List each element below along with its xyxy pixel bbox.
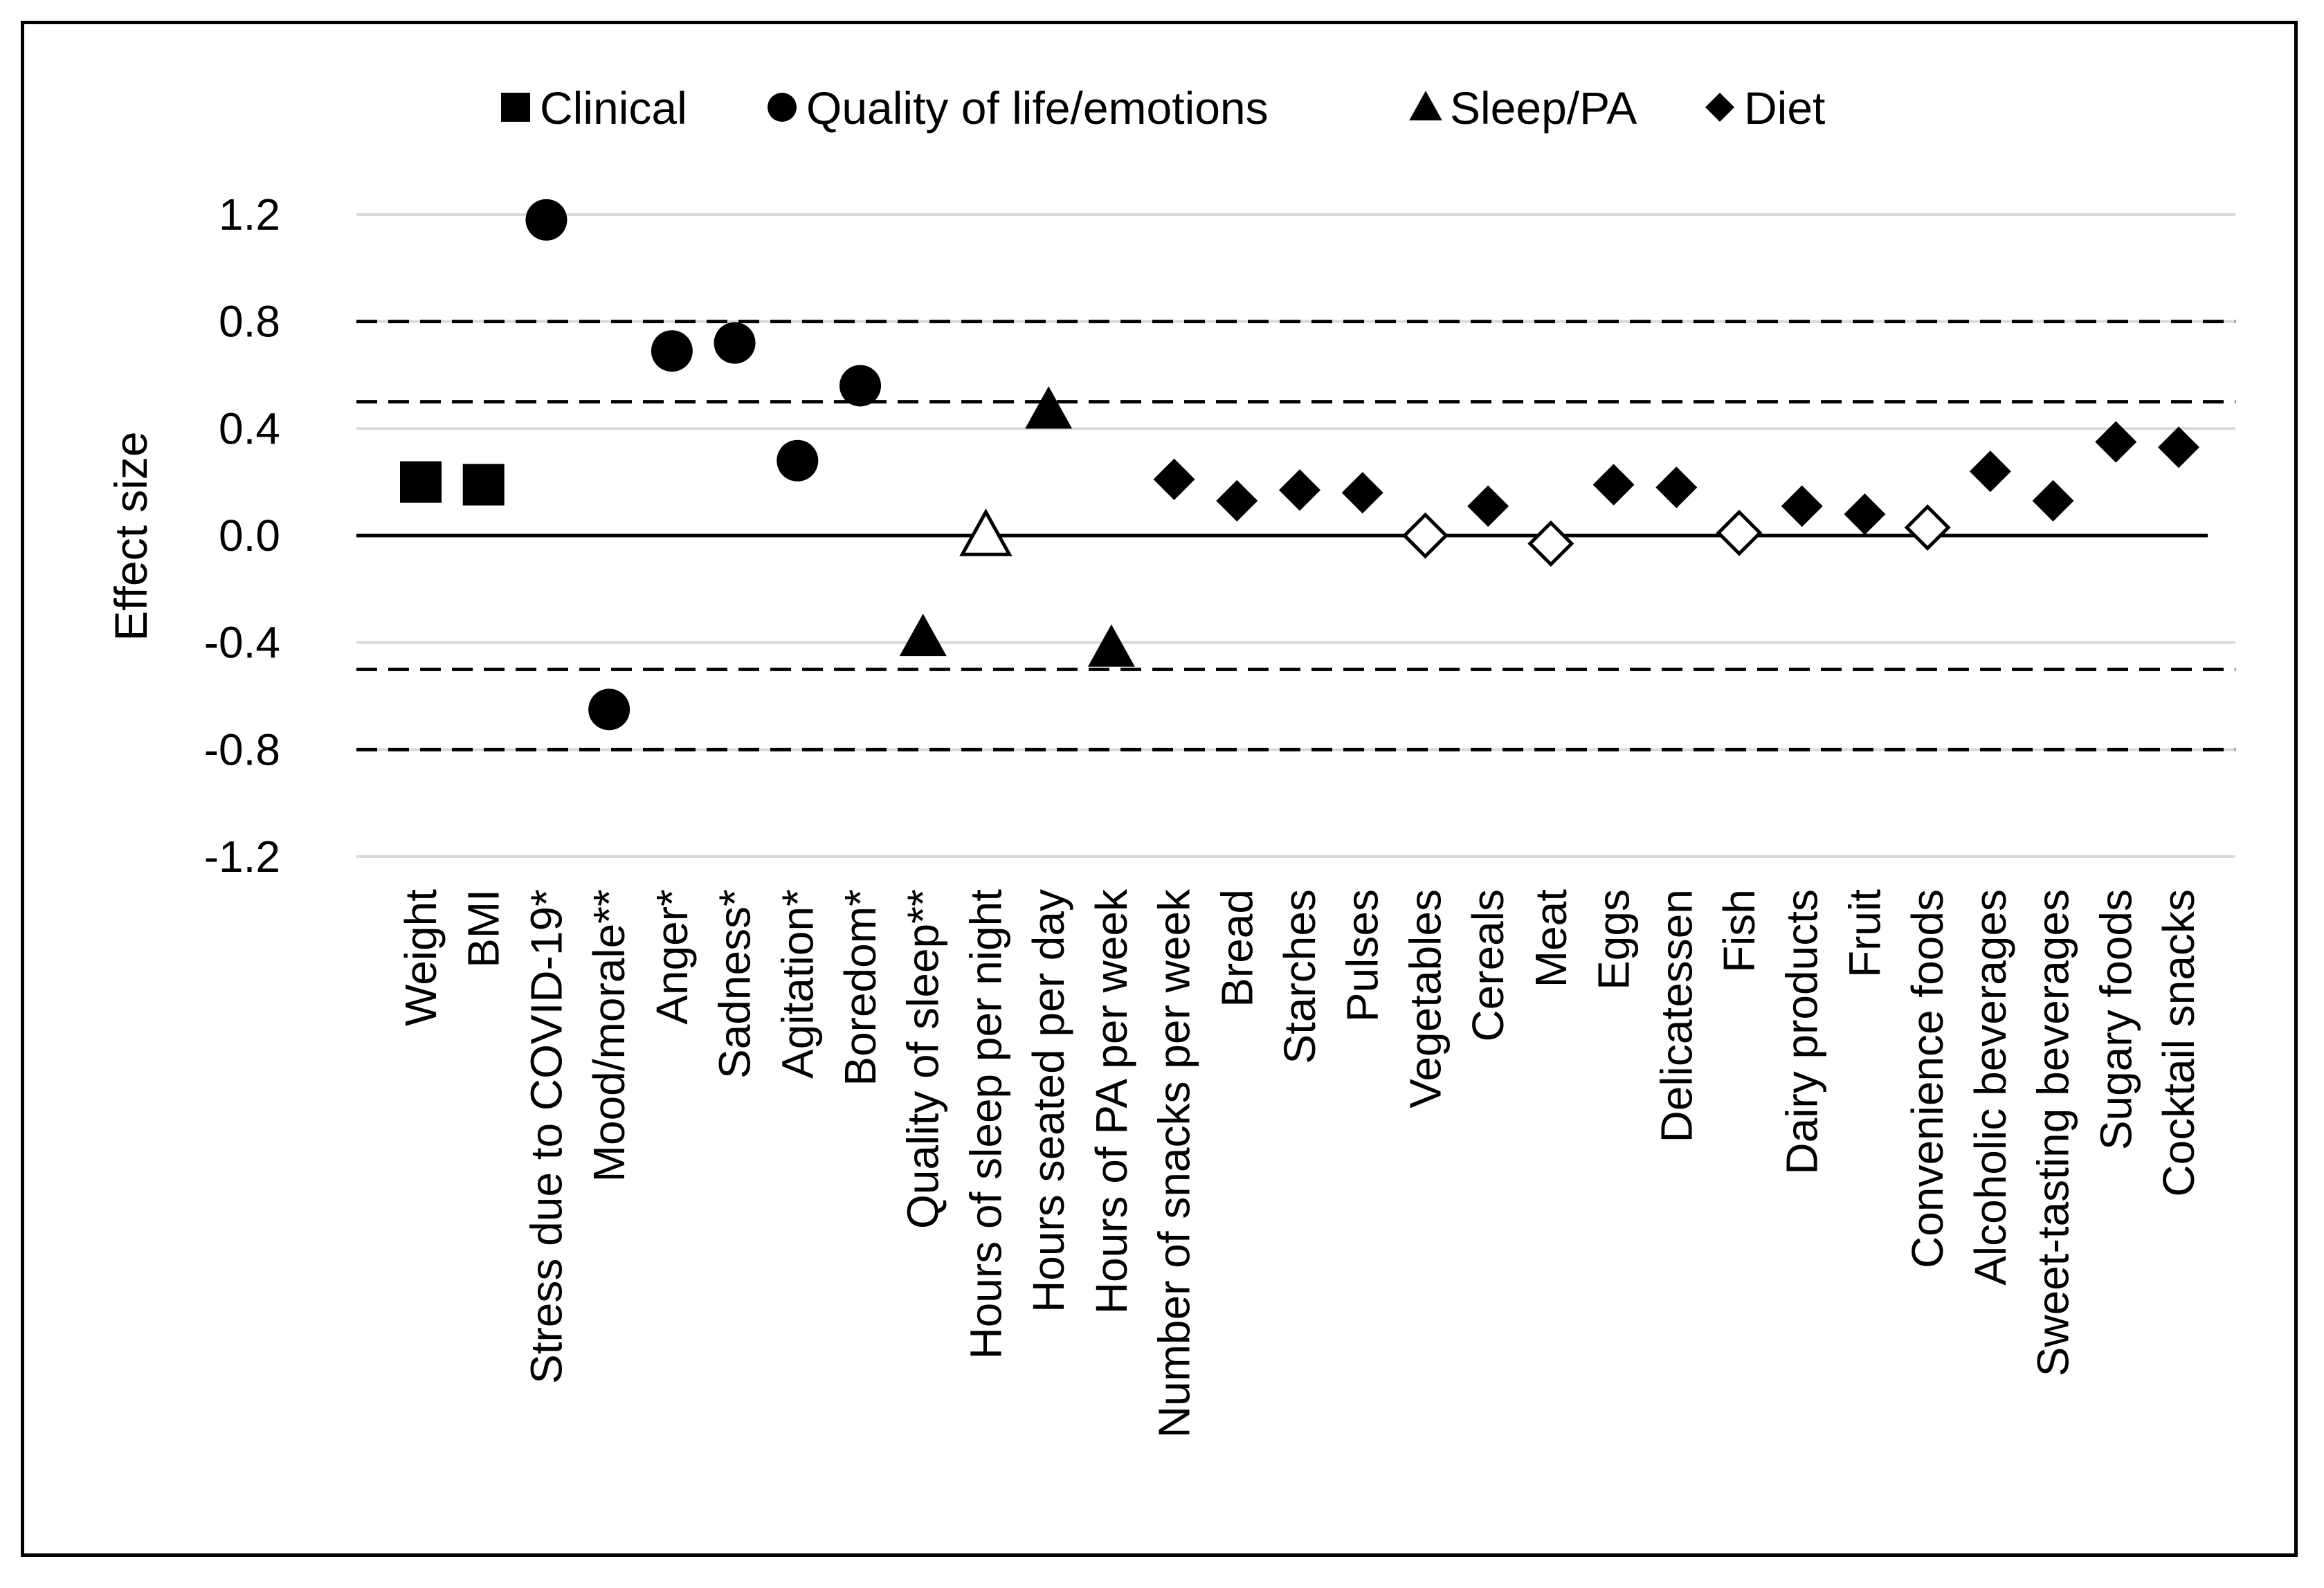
data-point-circle [839,365,881,407]
y-tick-label: -1.2 [204,832,280,882]
chart-frame [21,21,2298,1557]
legend: Clinical Quality of life/emotions Sleep/PA… [501,82,1825,134]
category-label: Sugary foods [2091,889,2141,1150]
y-tick-label: 1.2 [219,190,280,239]
data-point-diamond [1216,480,1258,522]
data-point-diamond [1527,520,1574,567]
category-label: Pulses [1338,889,1388,1022]
category-label: Hours of sleep per night [961,889,1010,1360]
y-tick-label: -0.8 [204,724,280,774]
data-point-diamond [1592,464,1635,506]
data-point-diamond [2032,480,2074,522]
category-label: Hours seated per day [1024,889,1073,1313]
category-label: Bread [1212,889,1262,1007]
data-point-diamond [1969,450,2011,493]
x-axis-category-labels: Weight BMI Stress due to COVID-19* Mood/mor… [396,888,2204,1438]
reference-lines [356,320,2235,751]
category-label: Cocktail snacks [2154,889,2204,1197]
legend-item-circle: Quality of life/emotions [768,82,1269,134]
legend-triangle-icon [1409,91,1442,121]
legend-square-icon [501,93,530,122]
legend-item-triangle: Sleep/PA [1409,82,1637,134]
category-label: Anger* [647,889,697,1025]
data-point-diamond [1716,509,1763,556]
data-point-diamond [1904,504,1951,551]
category-label: Hours of PA per week [1087,888,1136,1314]
legend-label: Diet [1744,82,1825,134]
y-tick-label: 0.4 [219,403,280,453]
data-point-triangle [1087,624,1135,667]
category-label: Vegetables [1400,889,1450,1108]
category-label: Stress due to COVID-19* [521,889,571,1384]
data-point-triangle [899,613,947,657]
data-point-triangle [1025,386,1073,429]
category-label: BMI [459,889,509,968]
legend-circle-icon [768,93,797,122]
category-label: Meat [1526,889,1576,988]
category-label: Agitation* [772,889,822,1079]
category-label: Eggs [1589,889,1639,990]
category-label: Number of snacks per week [1150,888,1199,1438]
data-point-diamond [1655,466,1698,509]
category-label: Fish [1714,889,1764,973]
legend-diamond-icon [1705,93,1734,122]
y-axis-ticks: 1.2 0.8 0.4 0.0 -0.4 -0.8 -1.2 [204,190,280,882]
data-point-diamond [2095,421,2137,463]
data-point-diamond [1279,469,1320,511]
category-label: Weight [396,889,446,1026]
category-label: Convenience foods [1903,889,1952,1268]
data-point-diamond [2158,426,2199,468]
data-point-diamond [1153,458,1195,500]
data-point-diamond [1844,493,1886,536]
data-points [400,199,2199,731]
y-tick-label: 0.8 [219,297,280,347]
data-point-circle [525,199,568,241]
y-tick-label: -0.4 [204,618,280,668]
category-label: Cereals [1463,889,1513,1042]
category-label: Mood/morale** [584,889,634,1182]
category-label: Starches [1275,889,1325,1064]
y-tick-label: 0.0 [219,511,280,560]
legend-label: Sleep/PA [1450,82,1637,134]
category-label: Dairy products [1777,889,1827,1175]
data-point-diamond [1401,512,1449,559]
category-label: Fruit [1840,889,1889,978]
data-point-square [462,464,505,506]
category-label: Delicatessen [1651,889,1701,1142]
data-point-diamond [1341,472,1383,514]
category-label: Quality of sleep** [898,889,948,1229]
category-label: Sadness* [710,889,760,1079]
category-label: Alcoholic beverages [1966,889,2015,1286]
category-label: Boredom* [835,889,885,1086]
data-point-triangle [959,508,1013,556]
data-point-circle [588,688,630,731]
data-point-diamond [1467,485,1509,527]
data-point-circle [777,439,819,482]
y-axis-title: Effect size [105,431,156,641]
data-point-circle [714,322,756,364]
category-label: Sweet-tasting beverages [2028,889,2078,1376]
legend-label: Clinical [540,82,687,134]
data-point-square [400,461,442,503]
legend-item-square: Clinical [501,82,687,134]
legend-item-diamond: Diet [1705,82,1825,134]
legend-label: Quality of life/emotions [806,82,1269,134]
data-point-diamond [1781,485,1823,527]
data-point-circle [651,330,693,372]
